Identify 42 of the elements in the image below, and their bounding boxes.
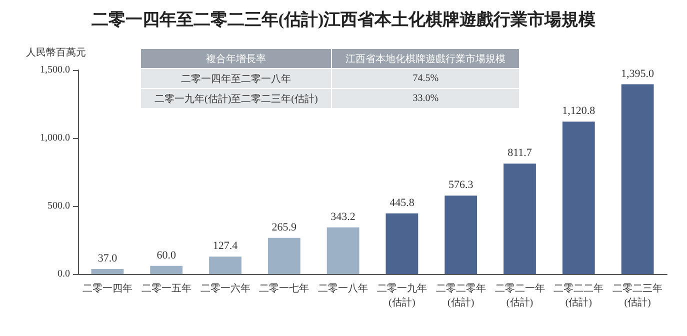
annotation: 33.0% [332, 88, 520, 108]
annotation: 二零一四年至二零一八年 [140, 68, 332, 88]
annotation: 74.5% [332, 68, 520, 88]
bar [621, 84, 654, 274]
x-tick-label: 二零二三年 (估計) [612, 282, 663, 308]
bar [444, 196, 478, 274]
data-label: 60.0 [156, 249, 176, 262]
bar [150, 266, 183, 274]
x-tick-label: 二零二二年 (估計) [554, 282, 604, 308]
x-tick-label: 二零一八年 [318, 282, 368, 294]
data-label: 576.3 [448, 179, 474, 192]
bar [326, 227, 360, 274]
y-tick-label: 500.0 [48, 200, 70, 212]
bar [386, 213, 418, 274]
bar [504, 164, 536, 274]
x-tick-label: 二零一九年 (估計) [376, 282, 427, 308]
bar [268, 238, 300, 274]
x-tick-label: 二零一五年 [141, 282, 192, 294]
data-label: 343.2 [330, 210, 356, 223]
x-tick-label: 二零一四年 [82, 282, 132, 294]
text: 江西省本地化棋牌遊戲行業市場規模 [346, 54, 506, 64]
annotation: 二零一九年(估計)至二零二三年(估計) [140, 88, 332, 108]
x-tick-label: 二零一六年 [200, 282, 250, 294]
y-tick-label: 1,500.0 [40, 64, 70, 76]
data-label: 127.4 [212, 240, 238, 252]
x-tick-label: 二零二一年 (估計) [494, 282, 545, 308]
y-tick-label: 0.0 [58, 268, 70, 280]
data-label: 811.7 [508, 147, 532, 160]
y-axis-title: 人民幣百萬元 [26, 46, 86, 58]
bar [562, 122, 595, 274]
data-label: 1,120.8 [562, 105, 596, 118]
data-label: 37.0 [98, 252, 118, 264]
bar [209, 256, 242, 274]
text: 複合年增長率 [206, 54, 266, 64]
y-tick-label: 1,000.0 [40, 132, 70, 144]
x-tick-label: 二零一七年 [259, 282, 310, 294]
data-label: 1,395.0 [621, 68, 655, 80]
data-label: 445.8 [390, 196, 415, 209]
chart-title: 二零一四年至二零二三年(估計)江西省本土化棋牌遊戲行業市場規模 [91, 10, 596, 29]
bar [91, 268, 124, 274]
x-tick-label: 二零二零年 (估計) [436, 282, 486, 308]
data-label: 265.9 [272, 221, 298, 234]
